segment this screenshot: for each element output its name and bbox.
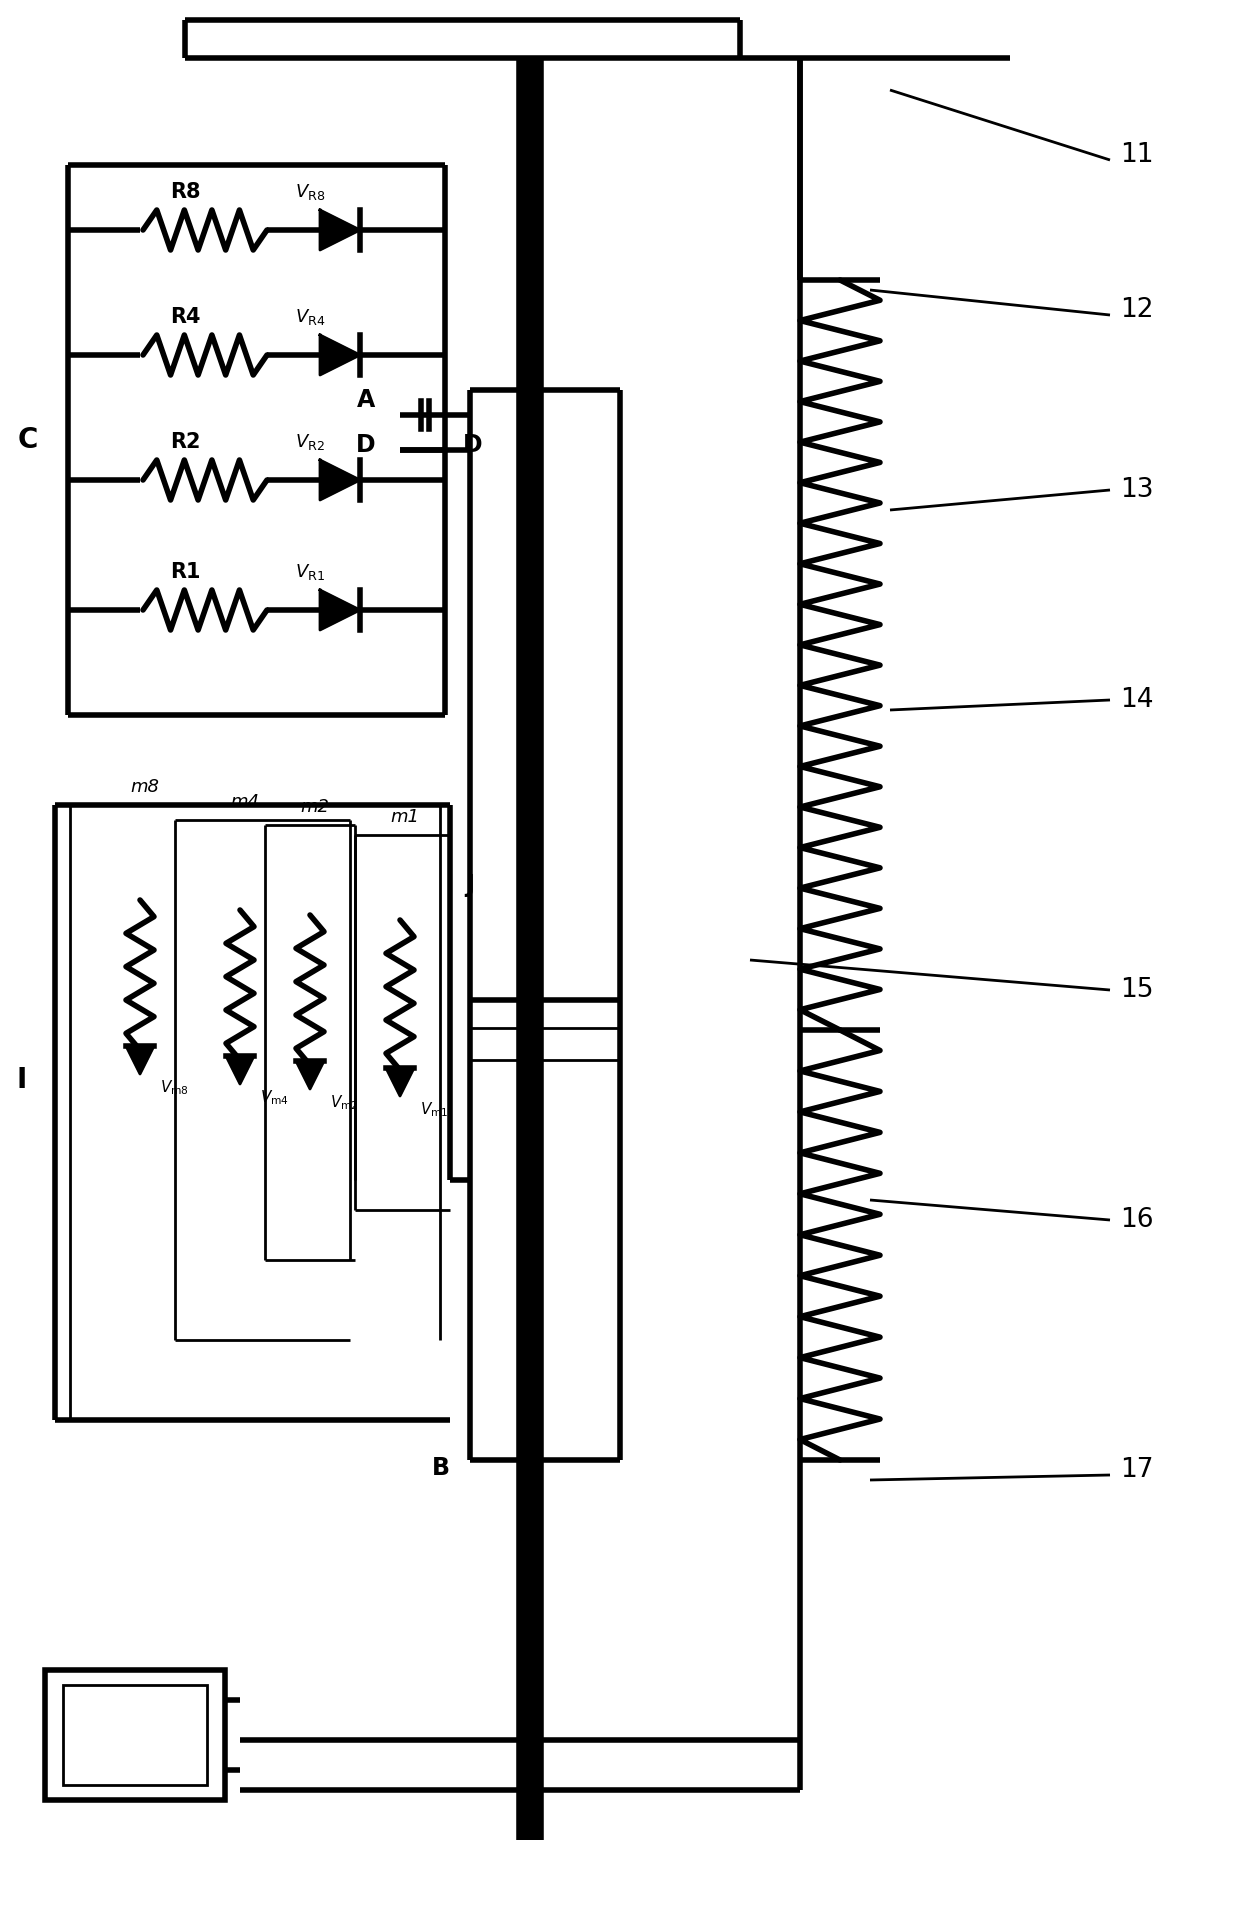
Text: D: D bbox=[356, 434, 374, 456]
Text: 11: 11 bbox=[1120, 141, 1153, 168]
Text: R2: R2 bbox=[170, 432, 200, 453]
Polygon shape bbox=[320, 460, 360, 500]
Text: 17: 17 bbox=[1120, 1457, 1153, 1482]
Polygon shape bbox=[126, 1047, 154, 1073]
Polygon shape bbox=[226, 1056, 254, 1085]
Text: $V_{\mathrm{m1}}$: $V_{\mathrm{m1}}$ bbox=[420, 1100, 449, 1119]
Text: R4: R4 bbox=[170, 308, 200, 327]
Text: $V_{\mathrm{R8}}$: $V_{\mathrm{R8}}$ bbox=[295, 181, 325, 202]
Text: C: C bbox=[17, 426, 38, 455]
Text: R1: R1 bbox=[170, 562, 200, 583]
Text: $V_{\mathrm{R4}}$: $V_{\mathrm{R4}}$ bbox=[295, 308, 325, 327]
Bar bbox=[63, 1685, 207, 1786]
Text: 15: 15 bbox=[1120, 978, 1153, 1003]
Polygon shape bbox=[296, 1060, 324, 1089]
Text: J: J bbox=[465, 873, 474, 898]
Text: $V_{\mathrm{m2}}$: $V_{\mathrm{m2}}$ bbox=[330, 1094, 358, 1112]
Text: R8: R8 bbox=[170, 181, 200, 202]
Bar bbox=[520, 57, 541, 1839]
Text: m2: m2 bbox=[300, 798, 330, 816]
Text: 14: 14 bbox=[1120, 688, 1153, 712]
Polygon shape bbox=[386, 1068, 414, 1096]
Text: 16: 16 bbox=[1120, 1207, 1153, 1234]
Text: m8: m8 bbox=[130, 777, 160, 796]
Text: I: I bbox=[17, 1066, 27, 1094]
Text: $V_{\mathrm{m8}}$: $V_{\mathrm{m8}}$ bbox=[160, 1079, 188, 1098]
Bar bbox=[45, 1669, 224, 1799]
Text: $V_{\mathrm{R1}}$: $V_{\mathrm{R1}}$ bbox=[295, 562, 325, 583]
Text: 12: 12 bbox=[1120, 296, 1153, 323]
Text: D: D bbox=[463, 434, 482, 456]
Text: m1: m1 bbox=[391, 808, 419, 825]
Text: $V_{\mathrm{m4}}$: $V_{\mathrm{m4}}$ bbox=[260, 1089, 289, 1108]
Text: m4: m4 bbox=[231, 793, 259, 812]
Polygon shape bbox=[320, 334, 360, 374]
Text: A: A bbox=[357, 388, 374, 413]
Polygon shape bbox=[320, 590, 360, 630]
Text: B: B bbox=[432, 1455, 450, 1480]
Text: 13: 13 bbox=[1120, 478, 1153, 502]
Text: $V_{\mathrm{R2}}$: $V_{\mathrm{R2}}$ bbox=[295, 432, 325, 453]
Polygon shape bbox=[320, 210, 360, 250]
